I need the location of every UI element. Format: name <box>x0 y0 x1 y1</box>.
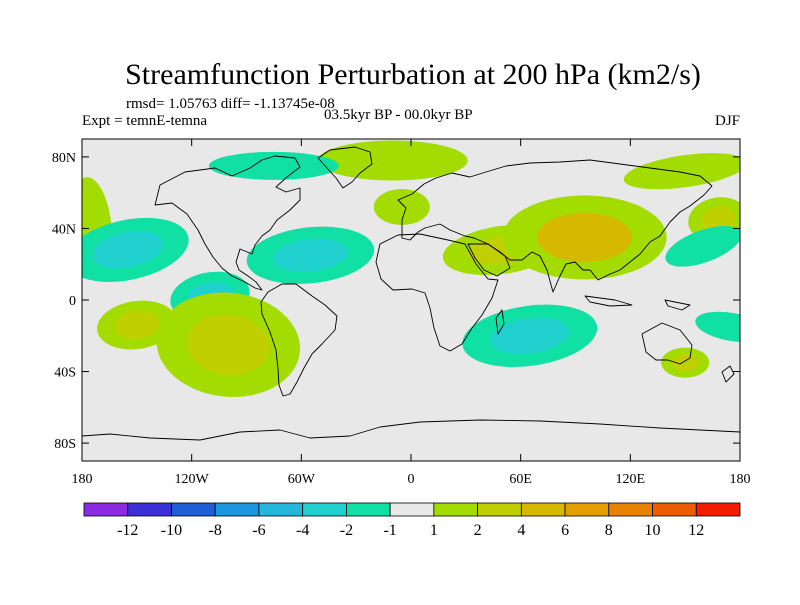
colorbar-label-5: -2 <box>340 522 353 539</box>
colorbar-label-4: -4 <box>296 522 309 539</box>
coastline-new-guinea <box>664 299 691 311</box>
x-tick-label-4: 60E <box>509 472 532 487</box>
period-label: 03.5kyr BP - 00.0kyr BP <box>324 107 473 123</box>
colorbar-swatch-2 <box>171 502 216 517</box>
colorbar-swatch-9 <box>477 502 522 517</box>
colorbar-label-11: 8 <box>605 522 613 539</box>
anomaly-core-south-america-positive <box>186 314 270 376</box>
colorbar-swatch-12 <box>608 502 653 517</box>
anomaly-core-south-pacific-positive <box>113 310 160 340</box>
colorbar-label-10: 6 <box>561 522 569 539</box>
colorbar-label-7: 1 <box>430 522 438 539</box>
coastline-north-america <box>154 155 301 291</box>
colorbar-swatch-10 <box>520 502 566 517</box>
coastline-greenland <box>317 146 373 189</box>
colorbar-swatch-1 <box>127 502 172 517</box>
anomaly-south-west-pacific-negative <box>695 311 740 342</box>
colorbar-label-9: 4 <box>517 522 525 539</box>
x-tick-label-6: 180 <box>730 472 751 487</box>
anomaly-core-indian-ocean-negative <box>490 317 569 354</box>
x-tick-label-5: 120E <box>616 472 646 487</box>
anomaly-arctic-europe-positive <box>317 140 468 181</box>
season-label: DJF <box>715 113 740 129</box>
x-tick-label-1: 120W <box>175 472 210 487</box>
y-tick-label-3: 40S <box>54 366 76 381</box>
anomaly-core-australia-positive <box>671 353 700 372</box>
anomaly-core-north-pacific-negative <box>92 231 164 269</box>
anomaly-mediterranean-arctic-positive <box>373 188 430 225</box>
colorbar-swatch-11 <box>564 502 610 517</box>
anomaly-core-east-pacific-north-positive <box>700 206 736 233</box>
colorbar-swatch-0 <box>83 502 129 517</box>
colorbar-swatch-14 <box>695 502 741 517</box>
chart-title: Streamfunction Perturbation at 200 hPa (… <box>125 58 701 91</box>
colorbar-label-6: -1 <box>383 522 396 539</box>
colorbar-swatch-3 <box>214 502 260 517</box>
y-tick-label-1: 40N <box>52 222 76 237</box>
coastline-arabia <box>467 243 511 277</box>
colorbar-swatch-7 <box>389 502 435 517</box>
x-tick-label-0: 180 <box>72 472 93 487</box>
x-tick-label-3: 0 <box>408 472 415 487</box>
anomaly-north-pacific-arctic-positive <box>623 153 740 190</box>
coastline-australia <box>641 322 693 365</box>
colorbar-swatch-8 <box>433 502 479 517</box>
colorbar-swatch-5 <box>302 502 347 517</box>
coastline-antarctica <box>82 419 740 441</box>
colorbar-label-2: -8 <box>209 522 222 539</box>
axes: 180 120W 60W 0 60E 120E 180 80N 40N 0 40S 80S <box>52 139 751 487</box>
anomaly-core-caribbean-atlantic-negative <box>273 238 348 272</box>
coastlines <box>82 146 740 441</box>
rmsd-label: rmsd= 1.05763 diff= -1.13745e-08 <box>126 96 335 112</box>
colorbar-swatch-13 <box>652 502 697 517</box>
coastline-madagascar <box>495 309 505 335</box>
y-tick-label-0: 80N <box>52 151 76 166</box>
colorbar-label-1: -10 <box>161 522 182 539</box>
colorbar-label-3: -6 <box>252 522 265 539</box>
colorbar-swatch-6 <box>345 502 391 517</box>
coastline-new-zealand <box>721 365 735 383</box>
colorbar: -12 -10 -8 -6 -4 -2 -1 1 2 4 6 8 10 12 <box>83 502 741 539</box>
y-tick-label-4: 80S <box>54 437 76 452</box>
colorbar-label-12: 10 <box>645 522 661 539</box>
y-tick-label-2: 0 <box>69 294 76 309</box>
x-tick-label-2: 60W <box>288 472 316 487</box>
coastline-south-america <box>260 283 338 397</box>
colorbar-label-0: -12 <box>117 522 138 539</box>
anomaly-peak-tibet-positive <box>560 224 610 250</box>
colorbar-swatch-4 <box>258 502 304 517</box>
anomaly-east-pacific-north-negative <box>665 226 740 267</box>
colorbar-label-13: 12 <box>688 522 704 539</box>
colorbar-label-8: 2 <box>474 522 482 539</box>
anomaly-north-atlantic-arctic-negative <box>208 151 339 180</box>
coastline-africa <box>375 233 499 352</box>
experiment-label: Expt = temnE-temna <box>82 113 207 129</box>
coastline-indonesia <box>584 295 633 307</box>
